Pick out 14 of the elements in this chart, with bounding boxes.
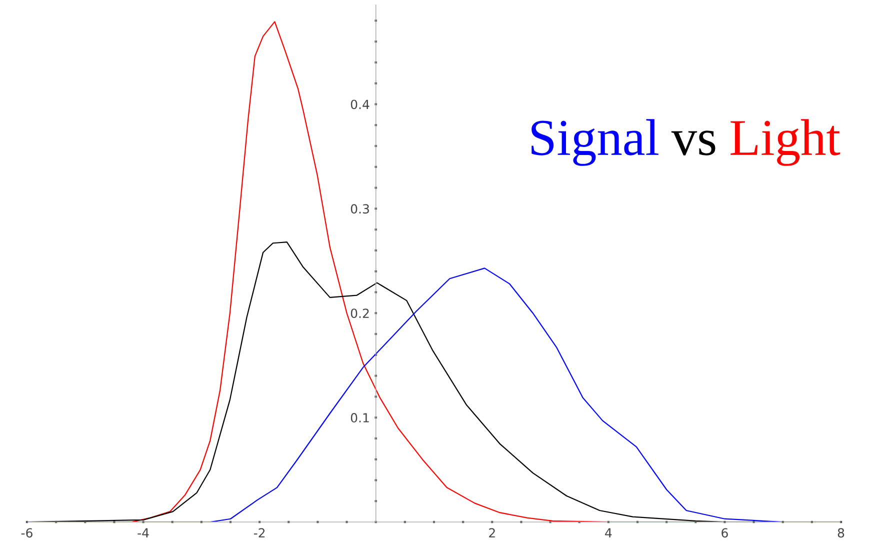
x-tick-label: -6 bbox=[21, 528, 32, 538]
x-tick-label: 8 bbox=[838, 528, 844, 538]
y-tick-label: 0.3 bbox=[350, 204, 369, 214]
text: Signal bbox=[532, 119, 658, 166]
x-tick-label: -4 bbox=[138, 528, 149, 538]
y-tick-label: 0.2 bbox=[350, 308, 369, 318]
x-tick-label: -2 bbox=[254, 528, 265, 538]
y-tick-label: 0.4 bbox=[350, 100, 370, 110]
x-tick-label: 4 bbox=[605, 528, 612, 538]
y-tick-label: 0.1 bbox=[350, 413, 369, 422]
annotation: vs bbox=[671, 130, 716, 156]
x-tick-label: 2 bbox=[489, 528, 495, 538]
x-tick-label: 6 bbox=[722, 528, 728, 538]
text: Light bbox=[730, 119, 840, 166]
